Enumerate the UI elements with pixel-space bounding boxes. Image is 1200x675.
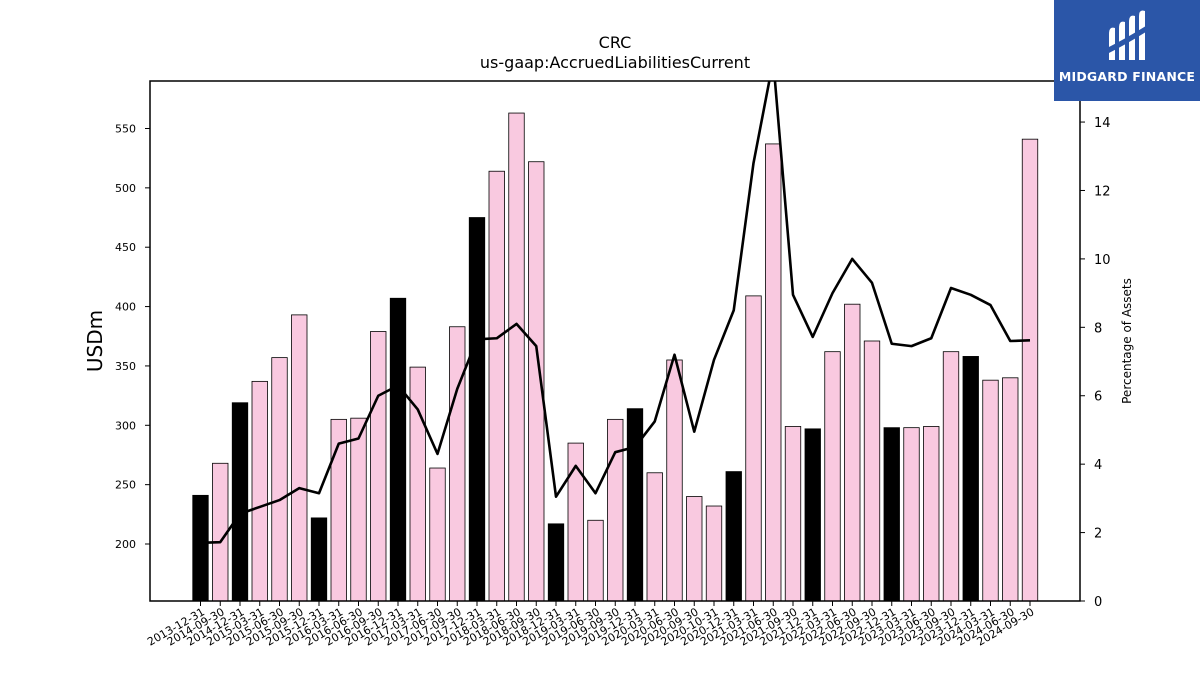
bar-2020-10-31 — [705, 505, 723, 602]
bar-2022-12-31 — [883, 427, 900, 602]
bar-2023-06-30 — [923, 426, 940, 602]
y-tick-label: 500 — [115, 182, 136, 195]
y-tick-label: 300 — [115, 419, 136, 432]
bar-2020-03-31 — [646, 472, 663, 602]
y2-tick-label: 14 — [1094, 116, 1111, 131]
bar-2023-12-31 — [962, 356, 979, 602]
bar-2015-12-31 — [310, 517, 328, 602]
y2-axis-label: Percentage of Assets — [1120, 278, 1134, 404]
bar-2017-09-30 — [449, 326, 466, 602]
bar-2016-12-31 — [389, 297, 407, 602]
bar-2017-12-31 — [468, 217, 486, 602]
y-tick-label: 350 — [115, 360, 136, 373]
bar-2021-12-31 — [804, 428, 821, 602]
bar-2018-12-31 — [547, 523, 565, 602]
y-tick-label: 400 — [115, 301, 136, 314]
bar-2017-06-30 — [429, 467, 446, 602]
chart-subtitle: us-gaap:AccruedLiabilitiesCurrent — [480, 53, 750, 72]
bar-2022-06-30 — [844, 303, 861, 602]
bar-2021-06-30 — [765, 143, 782, 602]
brand-mark-icon — [1107, 10, 1149, 61]
y-tick-label: 450 — [115, 241, 136, 254]
bar-2022-09-30 — [863, 340, 881, 602]
bar-2014-12-31 — [231, 402, 249, 602]
bar-2016-09-30 — [370, 331, 387, 602]
y-tick-label: 250 — [115, 479, 136, 492]
pct-of-assets-line — [200, 81, 1031, 545]
bar-2019-09-30 — [607, 418, 624, 602]
bar-2021-09-30 — [784, 426, 802, 602]
bar-2013-12-31 — [192, 494, 209, 602]
bar-2015-06-30 — [271, 357, 288, 602]
chart-title: CRC — [599, 33, 632, 52]
bar-2015-09-30 — [291, 314, 308, 602]
bar-2023-09-30 — [942, 351, 960, 602]
bar-2019-12-31 — [626, 408, 644, 602]
bar-2020-09-30 — [686, 496, 703, 602]
bar-2023-03-31 — [903, 427, 920, 602]
bar-2019-06-30 — [587, 519, 604, 602]
y-tick-label: 200 — [115, 538, 136, 551]
y-axis-ticks: 200 250 300 350 400 450 500 550 — [115, 122, 150, 551]
y2-tick-label: 4 — [1094, 458, 1102, 473]
y2-tick-label: 10 — [1094, 253, 1111, 268]
bar-2018-03-31 — [488, 170, 505, 602]
y2-tick-label: 6 — [1094, 390, 1102, 405]
y2-tick-label: 12 — [1094, 184, 1111, 199]
bar-2020-12-31 — [725, 471, 742, 602]
y-axis-label: USDm — [83, 310, 107, 372]
bar-2022-03-31 — [824, 351, 841, 602]
x-axis-ticks: 2013-12-312014-09-302014-12-312015-03-31… — [145, 601, 1037, 649]
brand-logo: MIDGARD FINANCE — [1054, 0, 1200, 101]
bar-2024-06-30 — [1002, 377, 1019, 602]
bars-group — [192, 112, 1039, 602]
brand-name: MIDGARD FINANCE — [1058, 69, 1196, 84]
bar-2016-06-30 — [350, 417, 367, 602]
bar-2015-03-31 — [251, 380, 268, 602]
y2-axis-ticks: 0 2 4 6 8 10 12 14 — [1080, 116, 1111, 610]
y2-tick-label: 0 — [1094, 595, 1102, 610]
y2-tick-label: 2 — [1094, 527, 1102, 542]
y2-tick-label: 8 — [1094, 321, 1102, 336]
bar-2021-03-31 — [745, 295, 762, 602]
bar-2018-06-30 — [508, 112, 525, 602]
y-tick-label: 550 — [115, 122, 136, 135]
bar-2020-06-30 — [666, 359, 683, 602]
bar-2024-03-31 — [982, 379, 999, 602]
bar-2024-09-30 — [1021, 138, 1039, 602]
